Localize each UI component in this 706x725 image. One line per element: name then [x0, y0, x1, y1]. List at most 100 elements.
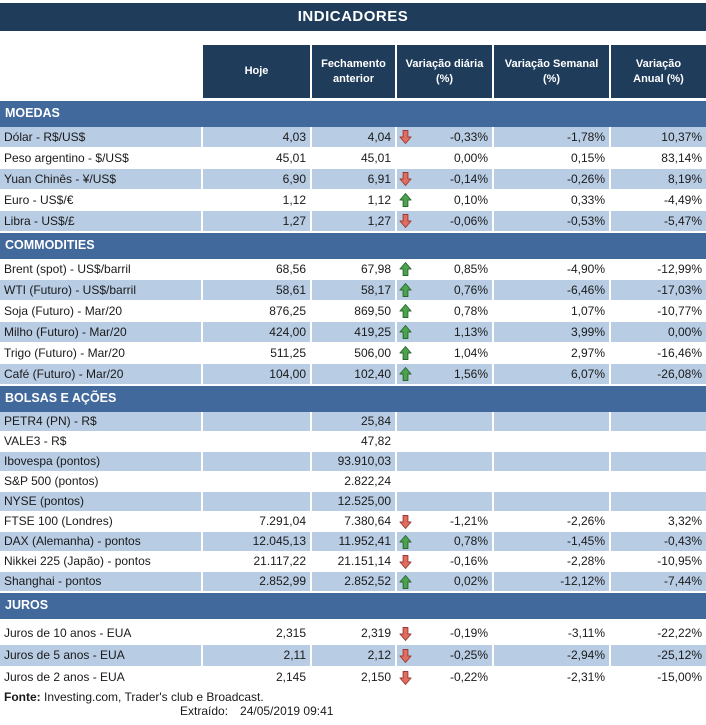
table-row: Dólar - R$/US$ 4,03 4,04 -0,33% -1,78% 10,37% [0, 127, 706, 147]
row-label: Brent (spot) - US$/barril [0, 259, 201, 279]
cell-variacao-anual: -22,22% [611, 623, 706, 644]
cell-hoje [203, 492, 310, 511]
down-arrow-icon [399, 172, 412, 187]
cell-variacao-semanal: 0,15% [494, 148, 609, 168]
table-row: Brent (spot) - US$/barril 68,56 67,98 0,85%… [0, 259, 706, 279]
cell-variacao-anual [611, 412, 706, 431]
cell-variacao-diaria [397, 412, 492, 431]
table-row: Nikkei 225 (Japão) - pontos 21.117,22 21.1… [0, 552, 706, 571]
cell-hoje [203, 412, 310, 431]
cell-variacao-anual: -10,77% [611, 301, 706, 321]
cell-fechamento: 58,17 [312, 280, 395, 300]
cell-variacao-anual [611, 472, 706, 491]
table-row: Juros de 5 anos - EUA 2,11 2,12 -0,25% -2,94… [0, 645, 706, 666]
cell-hoje: 4,03 [203, 127, 310, 147]
up-arrow-icon [399, 346, 412, 361]
up-arrow-icon [399, 193, 412, 208]
cell-variacao-anual: -4,49% [611, 190, 706, 210]
cell-hoje: 876,25 [203, 301, 310, 321]
cell-fechamento: 2,12 [312, 645, 395, 666]
cell-variacao-anual: 8,19% [611, 169, 706, 189]
cell-fechamento: 102,40 [312, 364, 395, 384]
section-header-juros: JUROS [0, 593, 706, 619]
cell-variacao-anual: 3,32% [611, 512, 706, 531]
extracted-line: Extraído: 24/05/2019 09:41 [0, 704, 706, 718]
cell-fechamento: 2,150 [312, 667, 395, 688]
section-header-bolsas: BOLSAS E AÇÕES [0, 386, 706, 412]
cell-variacao-diaria [397, 452, 492, 471]
cell-variacao-diaria: 1,13% [397, 322, 492, 342]
cell-variacao-anual: -16,46% [611, 343, 706, 363]
down-arrow-icon [399, 648, 412, 663]
cell-variacao-diaria: 0,78% [397, 301, 492, 321]
cell-hoje: 58,61 [203, 280, 310, 300]
cell-variacao-semanal: 2,97% [494, 343, 609, 363]
cell-hoje: 2,315 [203, 623, 310, 644]
cell-variacao-semanal [494, 412, 609, 431]
cell-variacao-semanal: -2,26% [494, 512, 609, 531]
cell-variacao-semanal [494, 432, 609, 451]
down-arrow-icon [399, 554, 412, 569]
table-row: Trigo (Futuro) - Mar/20 511,25 506,00 1,04%… [0, 343, 706, 363]
cell-variacao-anual: 0,00% [611, 322, 706, 342]
table-row: Shanghai - pontos 2.852,99 2.852,52 0,02% -1… [0, 572, 706, 591]
cell-hoje [203, 432, 310, 451]
table-row: Ibovespa (pontos) 93.910,03 [0, 452, 706, 471]
source-label: Fonte: [4, 690, 41, 704]
row-label: WTI (Futuro) - US$/barril [0, 280, 201, 300]
cell-variacao-diaria: -1,21% [397, 512, 492, 531]
section-moedas: MOEDAS Dólar - R$/US$ 4,03 4,04 -0,33% -1,78%… [0, 101, 706, 231]
row-label: Milho (Futuro) - Mar/20 [0, 322, 201, 342]
cell-variacao-semanal: -4,90% [494, 259, 609, 279]
cell-variacao-anual: -15,00% [611, 667, 706, 688]
cell-fechamento: 12.525,00 [312, 492, 395, 511]
cell-variacao-diaria: -0,19% [397, 623, 492, 644]
table-row: VALE3 - R$ 47,82 [0, 432, 706, 451]
column-header-2: Variação diária (%) [397, 45, 492, 98]
cell-variacao-semanal: -0,53% [494, 211, 609, 231]
cell-variacao-semanal: 1,07% [494, 301, 609, 321]
cell-fechamento: 506,00 [312, 343, 395, 363]
cell-variacao-anual: -7,44% [611, 572, 706, 591]
cell-variacao-semanal [494, 492, 609, 511]
cell-variacao-semanal [494, 452, 609, 471]
cell-variacao-diaria: -0,14% [397, 169, 492, 189]
extracted-timestamp: 24/05/2019 09:41 [240, 704, 334, 718]
table-row: DAX (Alemanha) - pontos 12.045,13 11.952,4… [0, 532, 706, 551]
cell-hoje [203, 472, 310, 491]
down-arrow-icon [399, 214, 412, 229]
table-row: S&P 500 (pontos) 2.822,24 [0, 472, 706, 491]
cell-variacao-semanal: -2,28% [494, 552, 609, 571]
cell-variacao-anual: 83,14% [611, 148, 706, 168]
cell-variacao-diaria [397, 472, 492, 491]
header-spacer [0, 45, 201, 98]
row-label: Juros de 5 anos - EUA [0, 645, 201, 666]
cell-variacao-diaria: 0,78% [397, 532, 492, 551]
cell-variacao-diaria: -0,22% [397, 667, 492, 688]
cell-variacao-diaria [397, 492, 492, 511]
cell-fechamento: 419,25 [312, 322, 395, 342]
table-row: Café (Futuro) - Mar/20 104,00 102,40 1,56% 6… [0, 364, 706, 384]
column-header-3: Variação Semanal (%) [494, 45, 609, 98]
table-row: WTI (Futuro) - US$/barril 58,61 58,17 0,76%… [0, 280, 706, 300]
table-row: Juros de 10 anos - EUA 2,315 2,319 -0,19% -3… [0, 623, 706, 644]
cell-variacao-anual: -10,95% [611, 552, 706, 571]
cell-hoje: 104,00 [203, 364, 310, 384]
cell-variacao-semanal: 0,33% [494, 190, 609, 210]
cell-variacao-anual: -12,99% [611, 259, 706, 279]
table-row: Libra - US$/£ 1,27 1,27 -0,06% -0,53% -5,47% [0, 211, 706, 231]
row-label: Dólar - R$/US$ [0, 127, 201, 147]
down-arrow-icon [399, 130, 412, 145]
extracted-label: Extraído: [180, 704, 229, 718]
footer: Fonte: Investing.com, Trader's club e Br… [0, 690, 706, 718]
cell-variacao-anual: -26,08% [611, 364, 706, 384]
row-label: FTSE 100 (Londres) [0, 512, 201, 531]
cell-fechamento: 45,01 [312, 148, 395, 168]
cell-hoje [203, 452, 310, 471]
cell-variacao-anual: -25,12% [611, 645, 706, 666]
row-label: S&P 500 (pontos) [0, 472, 201, 491]
cell-fechamento: 2.822,24 [312, 472, 395, 491]
section-juros: JUROS Juros de 10 anos - EUA 2,315 2,319 -0,… [0, 593, 706, 688]
down-arrow-icon [399, 514, 412, 529]
cell-variacao-anual [611, 452, 706, 471]
